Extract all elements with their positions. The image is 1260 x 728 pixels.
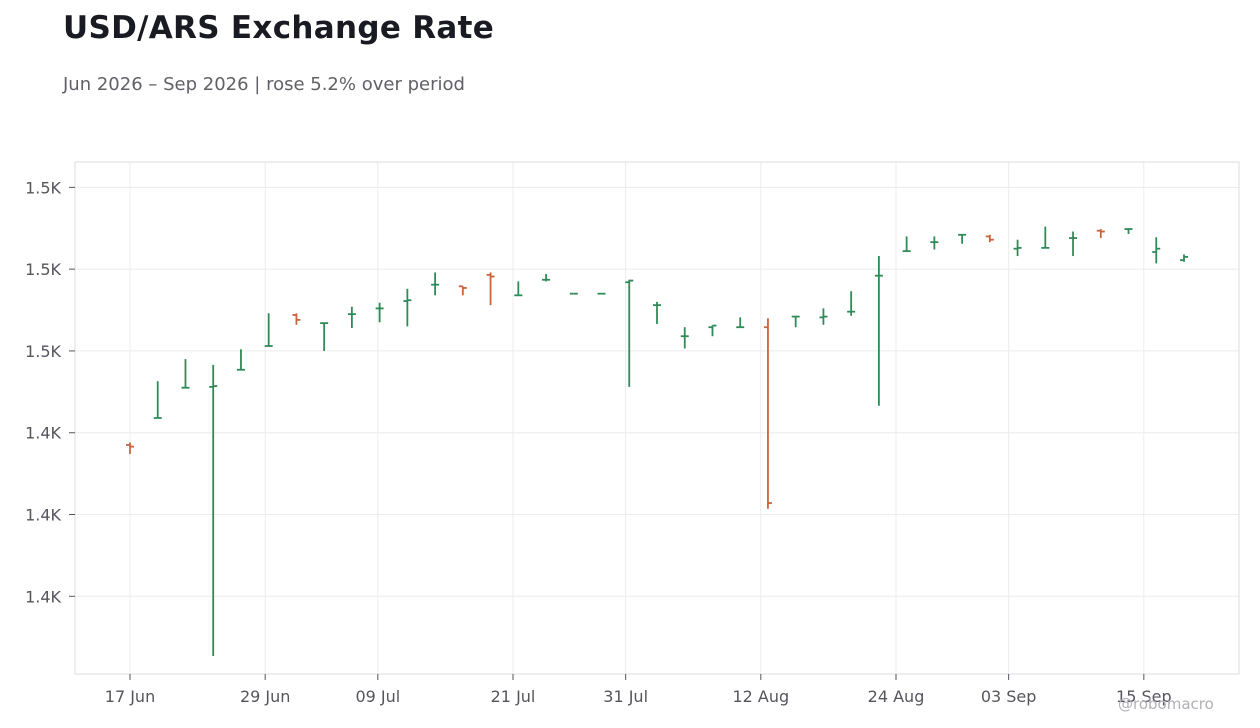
ohlc-bar bbox=[264, 313, 273, 347]
ohlc-bar bbox=[708, 324, 717, 337]
x-tick-label: 31 Jul bbox=[603, 687, 648, 706]
ohlc-bar bbox=[1041, 226, 1050, 249]
y-axis: 1.4K 1.4K 1.4K 1.5K 1.5K 1.5K bbox=[25, 178, 75, 606]
grid bbox=[75, 162, 1239, 674]
ohlc-bar bbox=[680, 327, 689, 349]
ohlc-bar bbox=[1152, 237, 1161, 264]
ohlc-bar bbox=[209, 364, 218, 657]
y-tick-label: 1.5K bbox=[25, 178, 61, 197]
ohlc-bar bbox=[958, 233, 967, 244]
ohlc-bar bbox=[819, 308, 828, 325]
ohlc-bar bbox=[292, 313, 301, 325]
ohlc-bar bbox=[126, 442, 134, 454]
ohlc-bar bbox=[1180, 254, 1188, 262]
y-tick-label: 1.4K bbox=[25, 506, 61, 525]
y-tick-label: 1.5K bbox=[25, 342, 61, 361]
ohlc-bar bbox=[347, 306, 356, 329]
x-tick-label: 29 Jun bbox=[240, 687, 290, 706]
x-tick-label: 09 Jul bbox=[355, 687, 400, 706]
ohlc-bar bbox=[486, 272, 495, 306]
ohlc-bar bbox=[763, 318, 772, 509]
x-tick-label: 24 Aug bbox=[868, 687, 925, 706]
ohlc-bar bbox=[375, 302, 384, 323]
ohlc-bar bbox=[181, 359, 190, 389]
ohlc-bar bbox=[1096, 229, 1105, 239]
chart-subtitle: Jun 2026 – Sep 2026 | rose 5.2% over per… bbox=[63, 74, 465, 95]
ohlc-bar bbox=[542, 274, 551, 282]
ohlc-bar bbox=[1124, 228, 1133, 234]
credit-label: @robomacro bbox=[1118, 695, 1214, 713]
ohlc-bar bbox=[874, 256, 883, 406]
ohlc-bar bbox=[431, 272, 440, 296]
ohlc-bar bbox=[930, 236, 939, 250]
ohlc-bars bbox=[126, 226, 1188, 657]
ohlc-bar bbox=[902, 236, 911, 253]
ohlc-bar bbox=[236, 349, 245, 371]
y-tick-label: 1.5K bbox=[25, 260, 61, 279]
x-tick-label: 17 Jun bbox=[105, 687, 155, 706]
x-tick-label: 15 Sep bbox=[1116, 687, 1172, 706]
ohlc-bar bbox=[985, 234, 994, 243]
ohlc-bar bbox=[458, 285, 467, 296]
ohlc-bar bbox=[653, 301, 661, 324]
y-tick-label: 1.4K bbox=[25, 424, 61, 443]
ohlc-bar bbox=[514, 281, 523, 297]
y-tick-label: 1.4K bbox=[25, 587, 61, 606]
chart-title: USD/ARS Exchange Rate bbox=[63, 10, 495, 46]
ohlc-bar bbox=[1069, 231, 1078, 257]
plot-frame bbox=[74, 161, 1240, 675]
ohlc-bar bbox=[403, 288, 412, 327]
ohlc-bar bbox=[153, 381, 162, 419]
x-tick-label: 03 Sep bbox=[981, 687, 1037, 706]
ohlc-bar bbox=[736, 317, 745, 329]
ohlc-bar bbox=[320, 322, 329, 351]
ohlc-bar bbox=[625, 279, 634, 387]
x-tick-label: 12 Aug bbox=[732, 687, 789, 706]
x-axis: 17 Jun 29 Jun 09 Jul 21 Jul 31 Jul 12 Aug 24 A… bbox=[105, 674, 1172, 706]
ohlc-bar bbox=[847, 291, 856, 316]
ohlc-bar bbox=[791, 315, 800, 328]
ohlc-bar bbox=[1013, 239, 1022, 257]
x-tick-label: 21 Jul bbox=[491, 687, 536, 706]
